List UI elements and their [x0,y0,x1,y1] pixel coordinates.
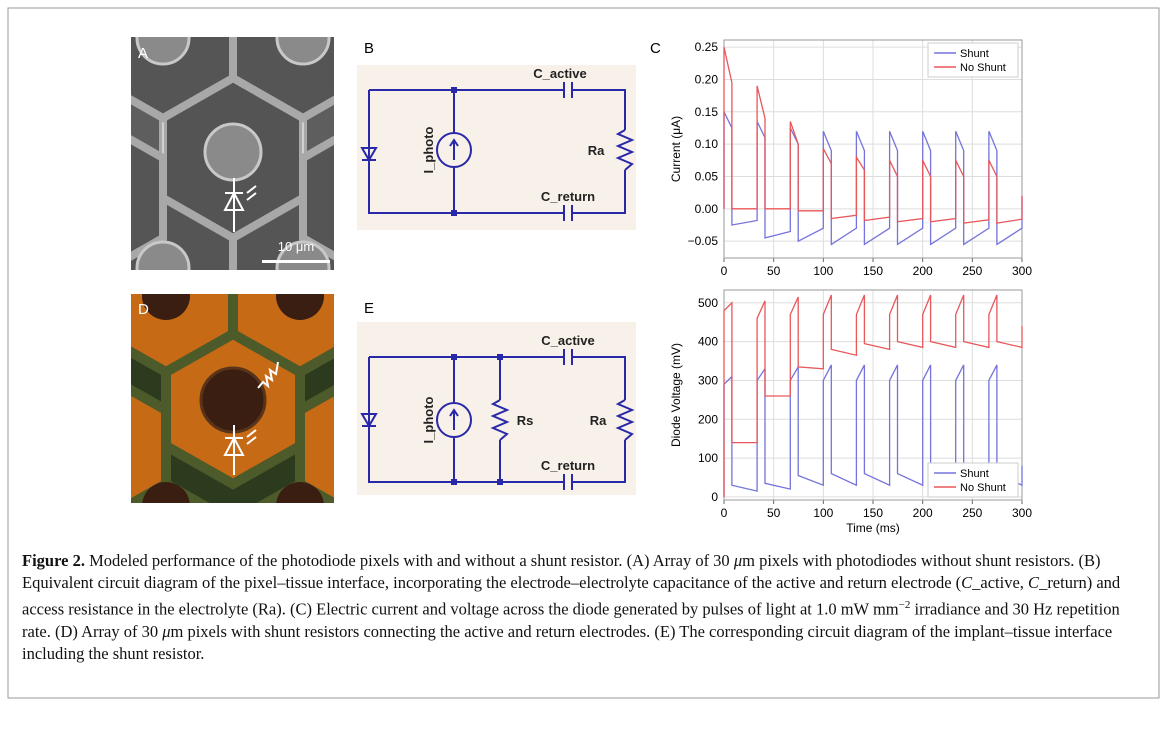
data-line [723,46,1023,224]
x-tick-label: 0 [721,264,728,278]
y-tick-label: 0.10 [695,137,719,151]
y-tick-label: 200 [698,412,718,426]
panel-label: E [364,300,374,317]
legend-box [927,462,1019,498]
figure-frame [7,7,1160,699]
caption-text: Figure 2. [22,551,85,570]
x-tick-label: 50 [767,264,781,278]
x-axis-label: Time (ms) [846,521,900,535]
caption-text: μ [162,621,171,641]
caption-text: m pixels with photodiodes without shunt … [22,551,1101,592]
y-tick-label: 300 [698,373,718,387]
circuit-diagram [357,65,636,230]
circuit-label: I_photo [421,396,436,443]
x-tick-label: 250 [962,264,982,278]
y-tick-label: 500 [698,296,718,310]
x-tick-label: 250 [962,506,982,520]
circuit-label: Ra [590,413,607,428]
x-tick-label: 200 [913,264,933,278]
panel-label: C [650,40,661,57]
y-tick-label: 0.05 [695,169,719,183]
y-tick-label: 0.15 [695,105,719,119]
caption-text: _active, [972,573,1029,592]
caption-text: μ [733,551,743,570]
y-tick-label: 0.25 [695,40,719,54]
y-tick-label: 0 [711,490,718,504]
circuit-label: I_photo [421,126,436,173]
legend-label: Shunt [960,48,989,60]
circuit-label: C_active [533,66,586,81]
circuit-diagram [357,322,636,495]
y-axis-label: Current (μA) [669,116,683,182]
circuit-label: Rs [517,413,534,428]
panel-label: B [364,40,374,57]
x-tick-label: 200 [913,506,933,520]
circuit-label: C_return [541,189,595,204]
circuit-label: C_return [541,458,595,473]
panel-label: A [138,45,148,62]
caption-text: Modeled performance of the photodiode pi… [84,551,734,570]
caption: Figure 2. Modeled performance of the pho… [22,550,1147,665]
data-line [723,294,1023,497]
x-tick-label: 300 [1012,264,1032,278]
y-tick-label: 400 [698,335,718,349]
caption-text: _return) and access resistance in the el… [22,573,1121,619]
circuit-label: C_active [541,333,594,348]
caption-text: C [1028,573,1040,592]
legend-box [927,42,1019,78]
y-axis-label: Diode Voltage (mV) [669,343,683,447]
x-tick-label: 0 [721,506,728,520]
panel-label: D [138,301,149,318]
legend-label: No Shunt [960,482,1006,494]
y-tick-label: 0.20 [695,72,719,86]
x-tick-label: 100 [813,506,833,520]
y-tick-label: −0.05 [688,234,719,248]
caption-text: −2 [898,599,911,611]
y-tick-label: 0.00 [695,202,719,216]
sem-image: 10 μm [131,37,334,270]
x-tick-label: 50 [767,506,781,520]
y-tick-label: 100 [698,451,718,465]
x-tick-label: 150 [863,264,883,278]
x-tick-label: 100 [813,264,833,278]
optical-image [131,294,334,503]
x-tick-label: 300 [1012,506,1032,520]
scale-bar-label: 10 μm [278,239,314,254]
legend-label: Shunt [960,468,989,480]
caption-text: m pixels with shunt resistors connecting… [22,621,1113,663]
legend-label: No Shunt [960,62,1006,74]
caption-text: irradiance and 30 Hz repetition rate. (D… [22,599,1120,641]
circuit-label: Ra [588,143,605,158]
x-tick-label: 150 [863,506,883,520]
caption-text: C [961,573,973,592]
